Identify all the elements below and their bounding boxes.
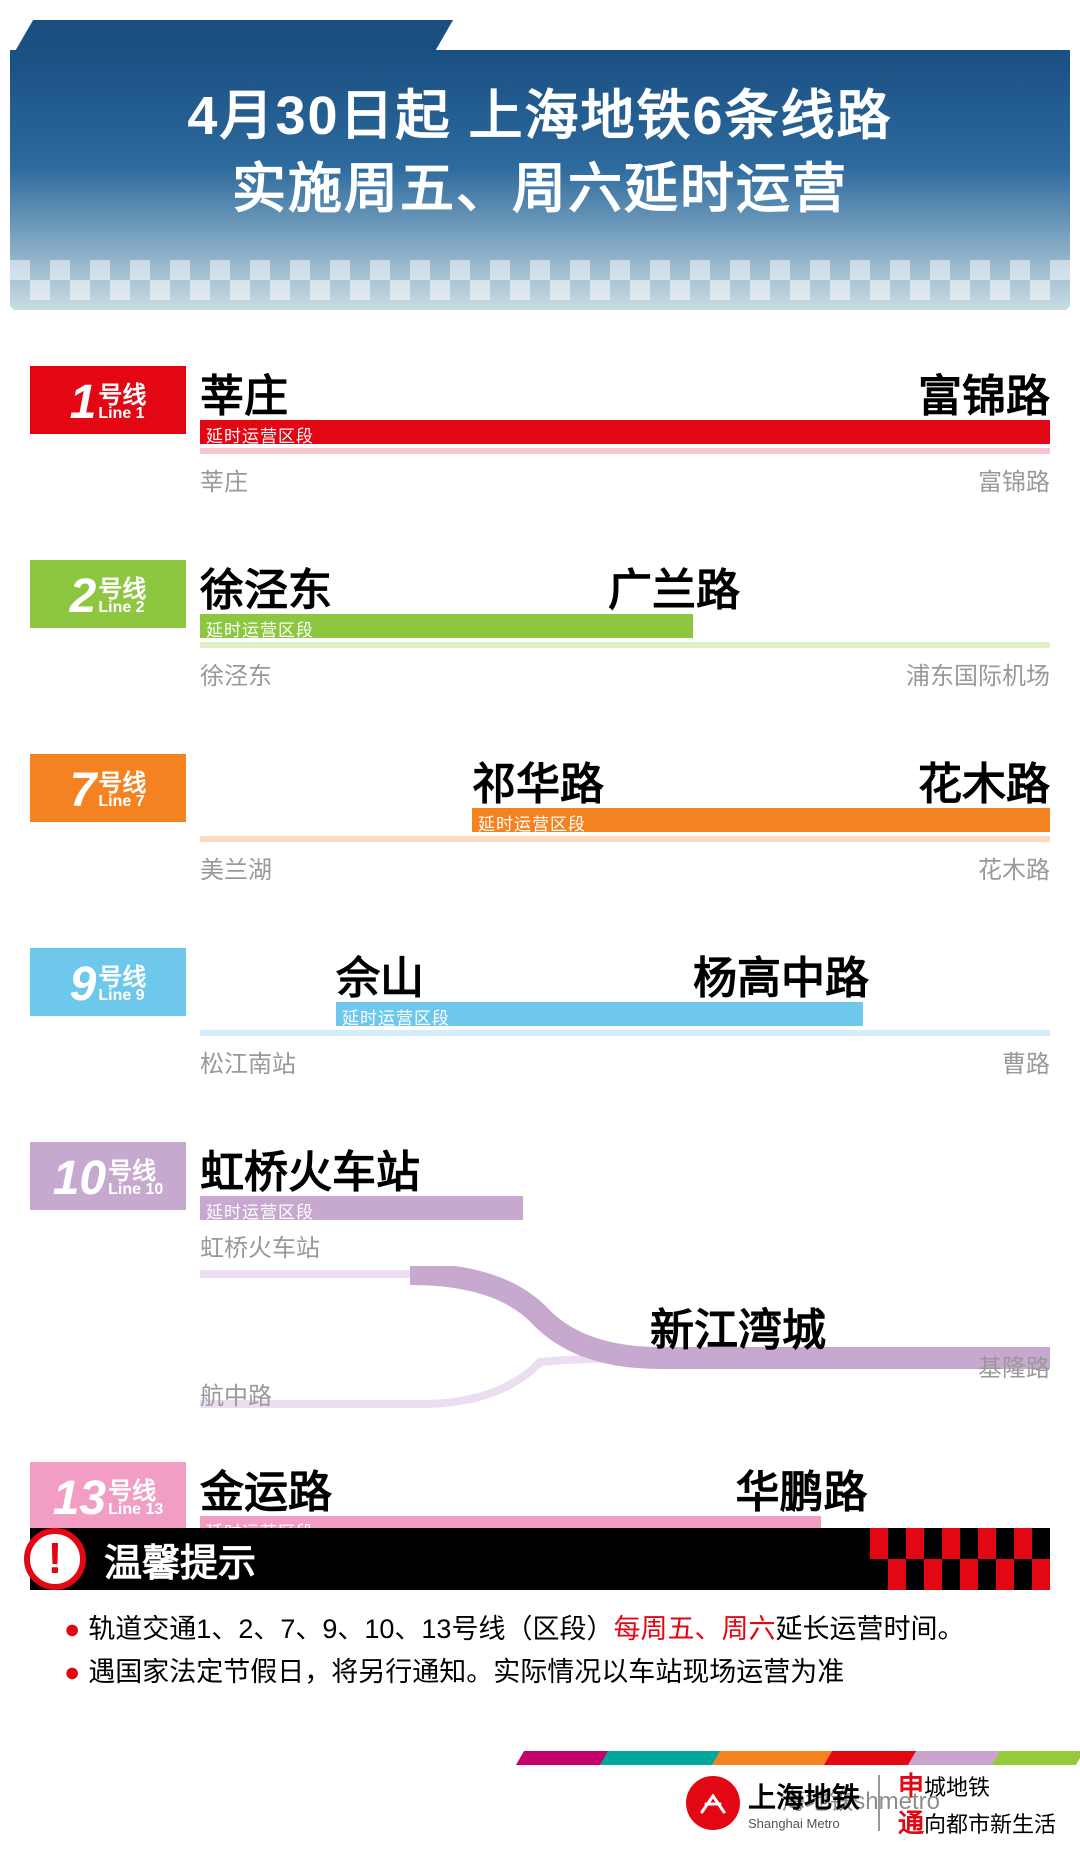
line-diagram: 徐泾东广兰路延时运营区段徐泾东浦东国际机场	[200, 554, 1050, 690]
bullet-icon: ●	[64, 1651, 80, 1694]
tips-row1-post: 延长运营时间。	[775, 1614, 964, 1644]
line-row-7: 7号线Line 7祁华路花木路延时运营区段美兰湖花木路	[30, 748, 1050, 884]
tips-header: ! 温馨提示	[30, 1528, 1050, 1590]
line-en-label: Line 10	[108, 1182, 163, 1199]
line-en-label: Line 1	[98, 406, 146, 423]
segment-label: 延时运营区段	[342, 1004, 450, 1029]
full-start-station: 徐泾东	[200, 656, 272, 691]
tips-row-1: ● 轨道交通1、2、7、9、10、13号线（区段）每周五、周六延长运营时间。	[64, 1608, 1030, 1651]
line-row-2: 2号线Line 2徐泾东广兰路延时运营区段徐泾东浦东国际机场	[30, 554, 1050, 690]
line-number: 7	[70, 766, 97, 816]
line-number: 2	[70, 572, 97, 622]
full-end-station: 花木路	[978, 850, 1050, 885]
ext-end-station: 华鹏路	[736, 1456, 868, 1520]
brand-en: Shanghai Metro	[748, 1816, 860, 1831]
tips-row1-pre: 轨道交通1、2、7、9、10、13号线（区段）	[88, 1614, 613, 1644]
tips-body: ● 轨道交通1、2、7、9、10、13号线（区段）每周五、周六延长运营时间。 ●…	[30, 1590, 1050, 1716]
full-line-bar	[200, 836, 1050, 842]
line-row-9: 9号线Line 9 佘山 杨高中路延时运营区段松江南站 曹路	[30, 942, 1050, 1078]
line-badge-2: 2号线Line 2	[30, 560, 186, 628]
line-badge-1: 1号线Line 1	[30, 366, 186, 434]
full-end-station: 曹路	[1002, 1044, 1050, 1079]
line-diagram: 莘庄富锦路延时运营区段莘庄富锦路	[200, 360, 1050, 496]
header: 4月30日起 上海地铁6条线路 实施周五、周六延时运营	[10, 20, 1070, 310]
ext-start-station: 徐泾东	[200, 554, 332, 618]
ext-end-station: 花木路	[918, 748, 1050, 812]
line-number: 10	[53, 1154, 106, 1204]
segment-label: 延时运营区段	[206, 616, 314, 641]
line-badge-9: 9号线Line 9	[30, 948, 186, 1016]
header-title-line2: 实施周五、周六延时运营	[10, 153, 1070, 226]
line-row-10: 10号线Line 10虹桥火车站延时运营区段虹桥火车站新江湾城航中路基隆路	[30, 1136, 1050, 1410]
ext-start-station: 虹桥火车站	[200, 1136, 420, 1200]
full-line-bar	[200, 1030, 1050, 1036]
ext-start-station: 祁华路	[472, 748, 604, 812]
bullet-icon: ●	[64, 1608, 80, 1651]
watermark: 海地铁shmetro	[781, 1781, 940, 1816]
segment-label: 延时运营区段	[206, 1198, 314, 1223]
footer: 上海地铁 Shanghai Metro 申城地铁 通向都市新生活 海地铁shme…	[0, 1730, 1080, 1860]
line-row-1: 1号线Line 1莘庄富锦路延时运营区段莘庄富锦路	[30, 360, 1050, 496]
line-badge-10: 10号线Line 10	[30, 1142, 186, 1210]
line-number: 13	[53, 1474, 106, 1524]
ext-end-station: 杨高中路	[693, 942, 869, 1006]
branch-start-station: 航中路	[200, 1376, 272, 1411]
line-diagram: 佘山 杨高中路延时运营区段松江南站 曹路	[200, 942, 1050, 1078]
tips-row1-highlight: 每周五、周六	[613, 1614, 775, 1644]
metro-logo-icon	[686, 1776, 740, 1830]
full-start-station: 美兰湖	[200, 850, 272, 885]
full-end-station: 基隆路	[978, 1348, 1050, 1383]
header-title-line1: 4月30日起 上海地铁6条线路	[10, 80, 1070, 153]
footer-color-stripe	[516, 1751, 1080, 1765]
line-en-label: Line 2	[98, 600, 146, 617]
line-number: 9	[70, 960, 97, 1010]
tips-title: 温馨提示	[104, 1532, 256, 1587]
tips-checker-pattern	[870, 1528, 1050, 1590]
warning-icon: !	[24, 1528, 86, 1590]
line-badge-7: 7号线Line 7	[30, 754, 186, 822]
line-en-label: Line 13	[108, 1502, 163, 1519]
header-checker-pattern	[10, 260, 1070, 300]
full-line-bar	[200, 642, 1050, 648]
ext-end-station: 新江湾城	[650, 1294, 826, 1358]
segment-label: 延时运营区段	[206, 422, 314, 447]
ext-end-station: 富锦路	[918, 360, 1050, 424]
line-diagram: 虹桥火车站延时运营区段虹桥火车站新江湾城航中路基隆路	[200, 1136, 1050, 1410]
tips-row2-text: 遇国家法定节假日，将另行通知。实际情况以车站现场运营为准	[88, 1651, 844, 1694]
ext-start-station: 莘庄	[200, 360, 288, 424]
slogan2-rest: 向都市新生活	[924, 1812, 1056, 1837]
line-number: 1	[70, 378, 97, 428]
segment-label: 延时运营区段	[478, 810, 586, 835]
full-start-station: 松江南站	[200, 1044, 296, 1079]
line-en-label: Line 7	[98, 794, 146, 811]
ext-end-station: 广兰路	[608, 554, 740, 618]
full-start-station: 虹桥火车站	[200, 1228, 320, 1263]
header-title: 4月30日起 上海地铁6条线路 实施周五、周六延时运营	[10, 80, 1070, 226]
line-diagram: 祁华路花木路延时运营区段美兰湖花木路	[200, 748, 1050, 884]
lines-list: 1号线Line 1莘庄富锦路延时运营区段莘庄富锦路2号线Line 2徐泾东广兰路…	[0, 310, 1080, 1592]
full-start-station: 莘庄	[200, 462, 248, 497]
ext-start-station: 金运路	[200, 1456, 332, 1520]
tips-box: ! 温馨提示 ● 轨道交通1、2、7、9、10、13号线（区段）每周五、周六延长…	[30, 1528, 1050, 1716]
line-badge-13: 13号线Line 13	[30, 1462, 186, 1530]
full-end-station: 浦东国际机场	[906, 656, 1050, 691]
line-en-label: Line 9	[98, 988, 146, 1005]
ext-segment-bar	[200, 420, 1050, 444]
ext-start-station: 佘山	[336, 942, 424, 1006]
tips-row-2: ● 遇国家法定节假日，将另行通知。实际情况以车站现场运营为准	[64, 1651, 1030, 1694]
full-end-station: 富锦路	[978, 462, 1050, 497]
full-line-bar	[200, 448, 1050, 454]
